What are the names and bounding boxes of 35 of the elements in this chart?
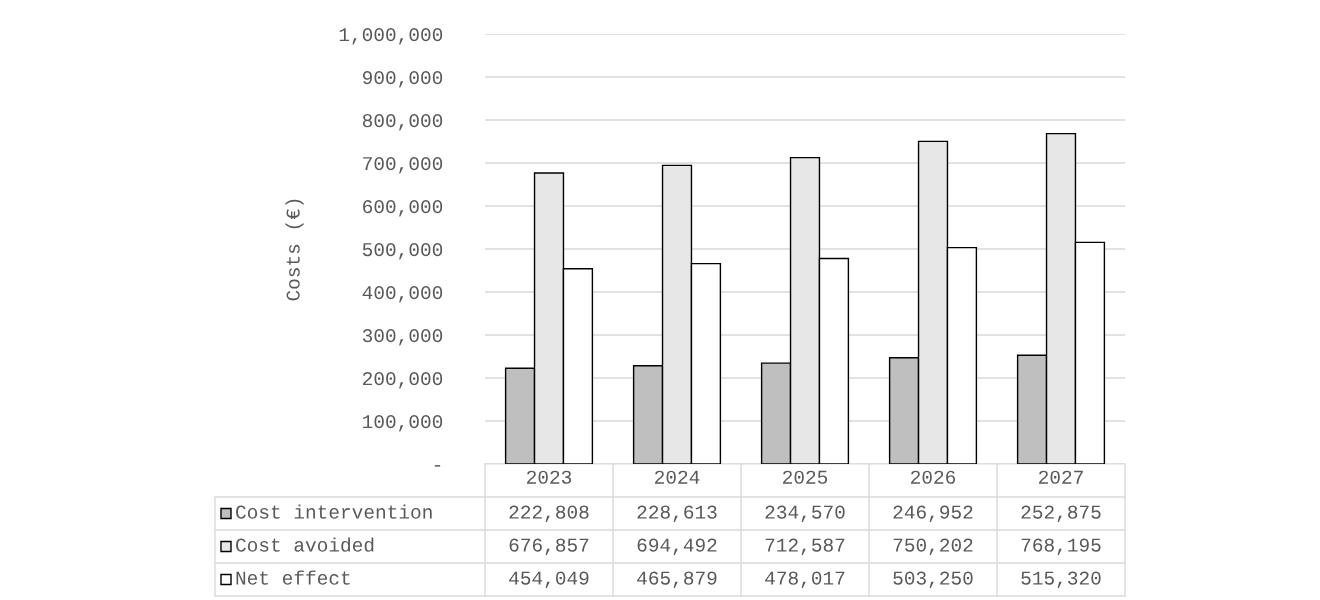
y-axis-title: Costs (€) [285,199,304,301]
data-label: 503,250 [893,571,973,588]
data-label: 694,492 [637,538,717,555]
y-tick-label: 1,000,000 [339,28,443,45]
data-label: 478,017 [765,571,845,588]
legend-label: Net effect [236,570,350,585]
data-label: 768,195 [1021,538,1101,555]
y-tick-label: 800,000 [362,114,443,131]
legend-label: Cost intervention [236,504,432,519]
data-label: 676,857 [509,538,589,555]
y-tick-label: 900,000 [362,71,443,88]
x-tick-label: 2026 [911,470,956,484]
legend-label: Cost avoided [236,537,374,552]
data-label: 454,049 [509,571,589,588]
data-label: 246,952 [893,505,973,522]
x-tick-label: 2023 [527,470,572,484]
data-label: 515,320 [1021,571,1101,588]
y-tick-label: 200,000 [363,372,443,389]
data-label: 750,202 [893,538,973,555]
data-label: 712,587 [765,538,845,555]
y-tick-label: 600,000 [363,200,443,217]
x-tick-label: 2027 [1039,470,1083,484]
data-label: 234,570 [765,505,845,522]
x-tick-label: 2025 [783,470,828,484]
x-tick-label: 2024 [655,470,700,484]
y-tick-label: 700,000 [363,157,443,174]
data-label: 465,879 [637,571,717,588]
data-label: 228,613 [637,505,717,522]
y-tick-label: 100,000 [363,415,443,432]
data-label: 222,808 [509,505,589,522]
y-tick-label: 400,000 [362,286,443,303]
y-tick-label: 300,000 [362,329,443,346]
data-label: 252,875 [1021,505,1101,522]
y-tick-label: - [434,465,441,467]
y-tick-label: 500,000 [362,243,443,260]
